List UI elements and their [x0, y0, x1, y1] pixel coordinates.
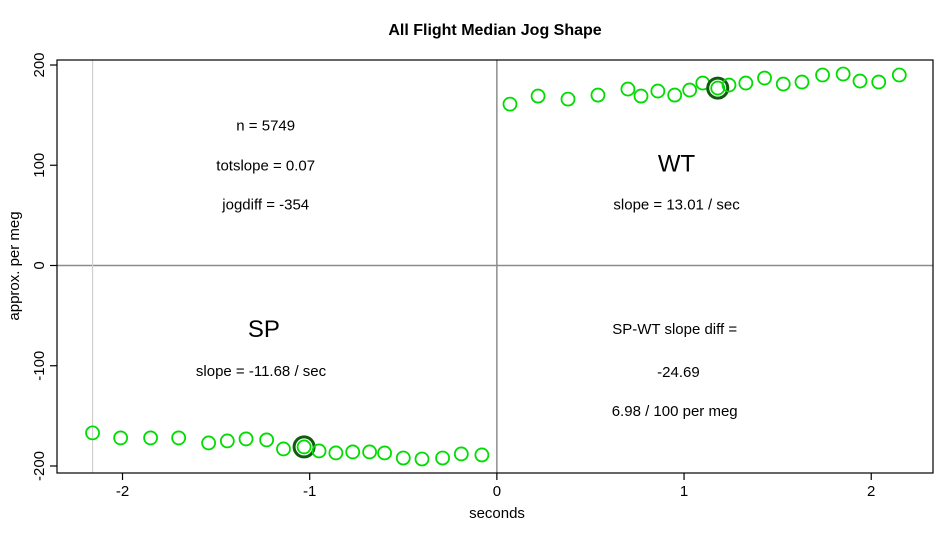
data-point-wt: [852, 73, 868, 89]
x-tick-label: -2: [116, 483, 129, 500]
data-point-wt: [633, 88, 649, 104]
x-tick-label: 1: [680, 483, 688, 500]
y-tick-label: 100: [31, 153, 48, 178]
data-point-wt: [835, 66, 851, 82]
data-point-wt: [650, 83, 666, 99]
y-axis-label: approx. per meg: [6, 211, 23, 320]
data-point-wt: [502, 96, 518, 112]
annotations: n = 5749 totslope = 0.07 jogdiff = -354 WT s…: [196, 117, 740, 420]
data-point-wt: [815, 67, 830, 83]
x-tick-label: -1: [303, 483, 316, 500]
x-axis-label: seconds: [469, 505, 525, 522]
data-point-sp: [362, 444, 377, 460]
annotation-text: jogdiff = -354: [221, 197, 309, 214]
annotation-text: SP-WT slope diff =: [612, 321, 737, 338]
data-point-wt: [620, 81, 636, 97]
data-point-sp: [296, 439, 312, 455]
annotation-text: totslope = 0.07: [216, 158, 315, 175]
data-point-wt: [667, 87, 683, 103]
data-point-wt: [682, 82, 698, 98]
x-tick-label: 2: [867, 483, 875, 500]
data-point-wt: [738, 75, 754, 91]
data-point-sp: [414, 451, 430, 467]
annotation-text: 6.98 / 100 per meg: [612, 403, 738, 420]
y-tick-label: -100: [31, 351, 48, 381]
x-axis: -2 -1 0 1 2: [116, 473, 875, 500]
data-point-sp: [474, 447, 490, 463]
data-point-sp: [238, 431, 254, 447]
highlight-ring-wt: [706, 76, 730, 100]
data-point-sp: [85, 425, 100, 441]
data-point-wt: [530, 88, 546, 104]
data-point-sp: [171, 430, 187, 446]
plot-border: [56, 59, 934, 474]
data-point-sp: [453, 446, 469, 462]
data-point-wt: [560, 91, 576, 107]
chart-title: All Flight Median Jog Shape: [388, 22, 601, 39]
data-point-sp: [311, 443, 327, 459]
annotation-text: -24.69: [657, 364, 700, 381]
plot-box: [56, 59, 934, 474]
y-tick-label: -200: [31, 451, 48, 481]
annotation-text: slope = 13.01 / sec: [613, 197, 740, 214]
annotation-text: n = 5749: [236, 117, 295, 134]
x-tick-label: 0: [493, 483, 501, 500]
data-point-sp: [113, 430, 129, 446]
data-point-wt: [794, 74, 810, 90]
data-point-sp: [201, 435, 217, 451]
data-point-sp: [276, 441, 291, 457]
data-point-sp: [143, 430, 158, 446]
annotation-text: slope = -11.68 / sec: [196, 363, 327, 380]
data-points: [85, 66, 907, 467]
data-point-sp: [259, 432, 275, 448]
data-point-wt: [721, 77, 737, 93]
annotation-text: WT: [658, 151, 696, 178]
data-point-wt: [871, 74, 887, 90]
data-point-sp: [345, 444, 361, 460]
reference-lines: [57, 60, 933, 473]
y-tick-label: 0: [31, 261, 48, 269]
data-point-wt: [891, 67, 907, 83]
data-point-wt: [590, 87, 606, 103]
data-point-wt: [775, 76, 791, 92]
data-point-sp: [435, 450, 450, 466]
data-point-sp: [377, 445, 392, 461]
y-axis: -200 -100 0 100 200: [31, 52, 57, 481]
data-point-sp: [395, 450, 411, 466]
data-point-wt: [757, 70, 772, 86]
data-point-sp: [219, 433, 235, 449]
y-tick-label: 200: [31, 52, 48, 77]
annotation-text: SP: [248, 316, 280, 343]
data-point-sp: [328, 445, 344, 461]
data-point-wt: [710, 80, 726, 96]
